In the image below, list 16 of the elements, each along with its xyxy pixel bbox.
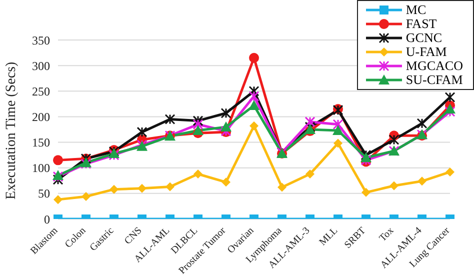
y-tick-label: 150 bbox=[32, 136, 50, 150]
legend-label: MGCACO bbox=[406, 58, 463, 73]
y-tick-label: 350 bbox=[32, 33, 50, 48]
y-axis-title: Executation Time (Secs) bbox=[4, 62, 19, 200]
legend-label: GCNC bbox=[406, 30, 442, 45]
y-tick-label: 300 bbox=[32, 58, 50, 73]
legend-label: MC bbox=[406, 2, 426, 17]
y-tick-label: 250 bbox=[32, 84, 50, 98]
x-tick-label: MLL bbox=[317, 225, 340, 248]
legend-label: SU-CFAM bbox=[406, 72, 463, 87]
y-tick-label: 200 bbox=[32, 110, 50, 124]
y-tick-label: 100 bbox=[32, 161, 50, 176]
legend-label: U-FAM bbox=[406, 44, 447, 59]
legend-label: FAST bbox=[406, 16, 437, 31]
y-tick-label: 0 bbox=[44, 212, 50, 226]
y-tick-label: 50 bbox=[38, 186, 50, 201]
